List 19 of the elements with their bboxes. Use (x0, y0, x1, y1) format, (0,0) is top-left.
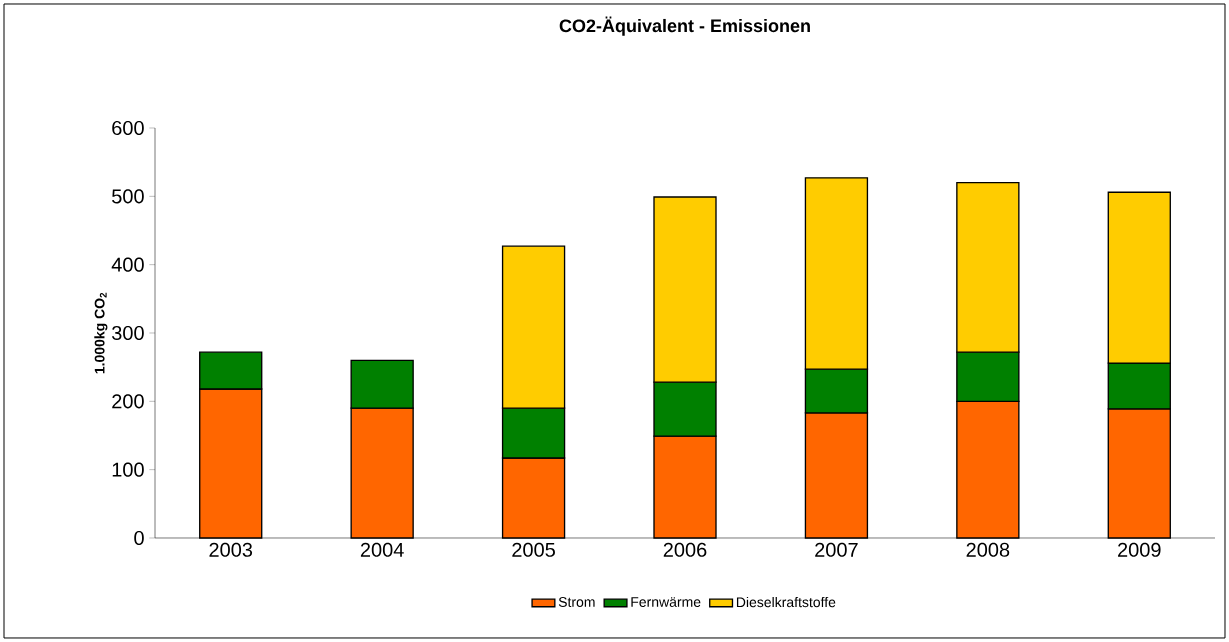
x-tick-label: 2004 (360, 542, 404, 557)
y-tick-label: 100 (112, 462, 144, 477)
x-tick-label: 2007 (815, 542, 858, 557)
x-tick-label: 2009 (1118, 542, 1161, 557)
x-tick-label: 2003 (209, 542, 253, 557)
x-tick-label: 2006 (663, 542, 707, 557)
y-tick-label: 0 (134, 530, 144, 546)
x-tick-label: 2005 (512, 542, 555, 557)
x-tick-label: 2008 (966, 542, 1010, 557)
legend-label: Strom (558, 597, 595, 607)
legend-label: Fernwärme (631, 597, 701, 607)
y-tick-label: 400 (111, 257, 144, 272)
y-tick-label: 200 (112, 394, 144, 409)
legend-label: Dieselkraftstoffe (736, 596, 836, 608)
y-tick-label: 500 (112, 189, 144, 204)
y-tick-label: 300 (111, 325, 144, 341)
y-tick-label: 600 (112, 120, 144, 136)
chart-title: CO2-Äquivalent - Emissionen (559, 16, 810, 36)
y-axis-title: 1.000kg CO$_{2}$ (94, 292, 108, 374)
